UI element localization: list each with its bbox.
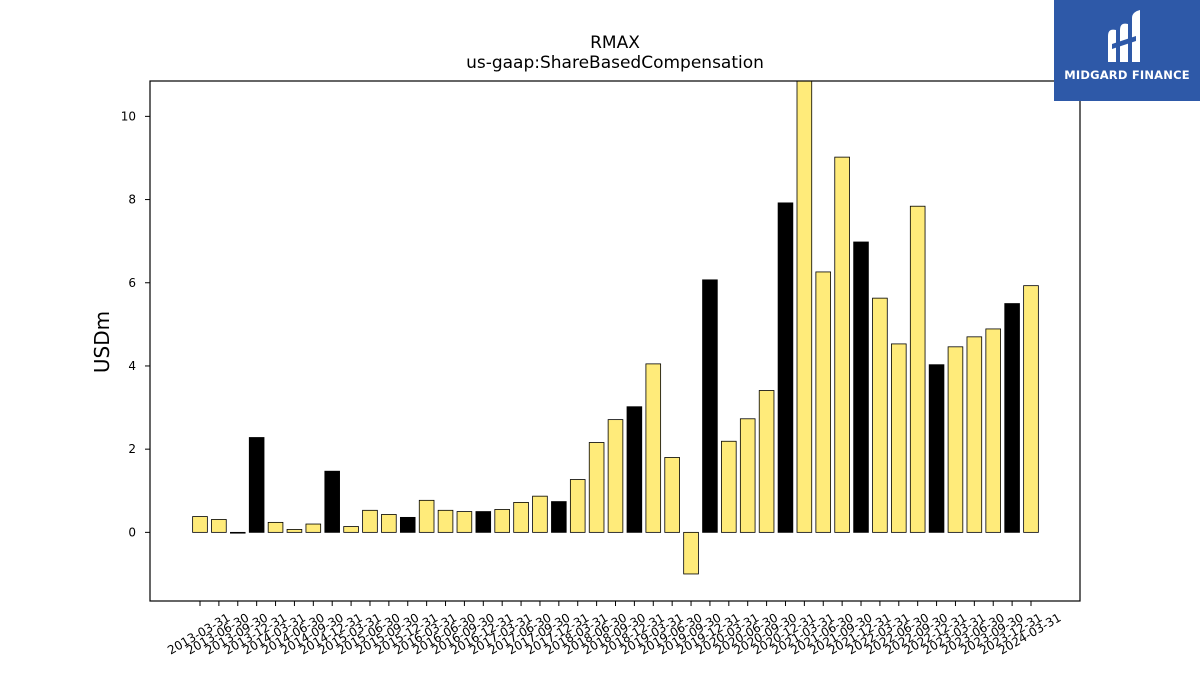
- bar-2021-03-31: [796, 80, 813, 533]
- bar-2020-06-30: [739, 418, 756, 533]
- midgard-logo-icon: [1108, 10, 1140, 63]
- bar-2022-12-31: [928, 364, 945, 533]
- y-tick-label: 8: [128, 193, 136, 207]
- y-tick-label: 2: [128, 442, 136, 456]
- bar-2014-09-30: [305, 523, 322, 533]
- y-axis-ticks: 0 2 4 6 8 10: [121, 109, 150, 539]
- bar-2020-12-31: [777, 202, 794, 533]
- bar-2020-03-31: [721, 440, 737, 533]
- bar-2013-09-30: [230, 531, 246, 534]
- bar-2013-12-31: [248, 437, 265, 533]
- brand-name: MIDGARD FINANCE: [1064, 68, 1190, 82]
- bar-2023-06-30: [966, 336, 983, 533]
- y-tick-label: 6: [128, 276, 136, 290]
- bar-2021-12-31: [853, 241, 869, 533]
- bar-2020-09-30: [758, 390, 775, 533]
- bar-2015-06-30: [362, 509, 378, 533]
- bar-2016-09-30: [456, 511, 473, 533]
- bar-2015-09-30: [381, 514, 397, 533]
- bar-2016-03-31: [418, 499, 435, 533]
- bar-2017-12-31: [551, 501, 567, 533]
- y-axis-label: USDm: [90, 311, 114, 373]
- bar-2019-06-30: [664, 457, 680, 533]
- bar-2014-06-30: [286, 529, 303, 533]
- bar-2017-06-30: [513, 502, 529, 533]
- bar-2016-06-30: [437, 509, 454, 533]
- bar-2017-03-31: [494, 509, 510, 533]
- bar-2018-12-31: [626, 406, 643, 533]
- bar-2015-03-31: [343, 526, 359, 533]
- bar-2013-06-30: [211, 519, 227, 533]
- bar-2018-09-30: [607, 419, 624, 533]
- bar-2014-12-31: [324, 470, 340, 533]
- brand-logo: MIDGARD FINANCE: [1054, 0, 1200, 101]
- bar-2013-03-31: [192, 516, 208, 533]
- y-tick-label: 4: [128, 359, 136, 373]
- y-tick-label: 10: [121, 109, 136, 123]
- plot-frame: [149, 80, 1081, 602]
- y-tick-label: 0: [128, 525, 136, 539]
- bar-2023-03-31: [947, 346, 964, 533]
- bar-2022-03-31: [872, 297, 888, 533]
- bar-2018-03-31: [569, 479, 586, 533]
- bar-2019-09-30: [683, 531, 699, 575]
- chart-title: RMAX: [590, 33, 640, 53]
- bar-2023-09-30: [985, 328, 1001, 533]
- chart-subtitle: us-gaap:ShareBasedCompensation: [466, 53, 764, 73]
- bar-2014-03-31: [267, 521, 284, 533]
- bar-2015-12-31: [399, 516, 416, 533]
- bar-2019-12-31: [702, 279, 718, 533]
- x-axis-ticks: 2013-03-312013-06-302013-09-302013-12-31…: [165, 601, 1064, 657]
- bar-2022-06-30: [891, 343, 907, 533]
- bar-2018-06-30: [588, 442, 605, 533]
- bar-2019-03-31: [645, 363, 662, 533]
- bar-2023-12-31: [1004, 303, 1020, 533]
- bar-2016-12-31: [475, 511, 492, 533]
- bar-2017-09-30: [532, 495, 548, 533]
- bar-2022-09-30: [909, 205, 926, 533]
- bars-group: [192, 80, 1039, 575]
- bar-2021-09-30: [834, 156, 850, 533]
- bar-2024-03-31: [1023, 285, 1039, 533]
- bar-2021-06-30: [815, 271, 832, 533]
